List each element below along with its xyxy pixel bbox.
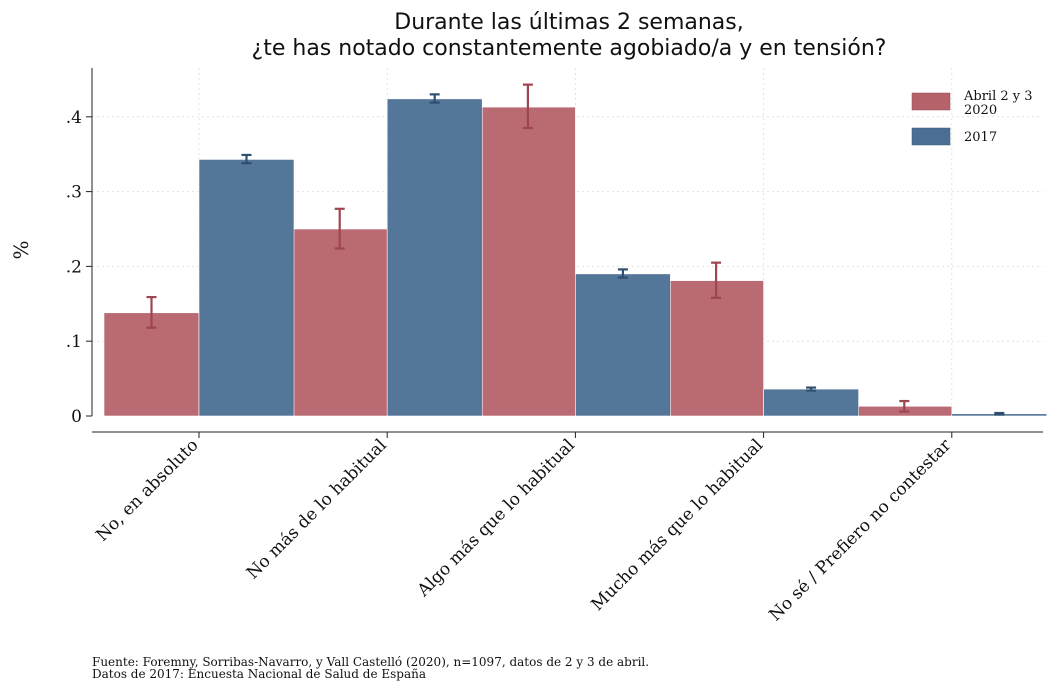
bar-series-0-cat-3 — [668, 280, 764, 417]
legend-label-2020-line-2: 2020 — [964, 103, 997, 118]
legend-label-2017: 2017 — [964, 130, 997, 145]
x-tick-label: No más de lo habitual — [243, 435, 391, 583]
bar-series-1-cat-0 — [198, 159, 295, 417]
chart-title-line-1: Durante las últimas 2 semanas, — [394, 10, 744, 35]
bar-series-0-cat-1 — [291, 228, 388, 417]
bar-series-1-cat-2 — [575, 273, 671, 417]
legend-label-2020-line-1: Abril 2 y 3 — [963, 89, 1033, 104]
y-tick-label: .1 — [66, 332, 82, 352]
bar-series-0-cat-2 — [480, 106, 576, 417]
x-tick-label: No, en absoluto — [92, 435, 202, 545]
y-axis-label: % — [9, 240, 33, 259]
y-tick-label: .3 — [66, 183, 82, 203]
bar-series-0-cat-0 — [103, 312, 200, 417]
y-tick-label: .4 — [66, 108, 82, 128]
legend-swatch-2017 — [911, 127, 951, 146]
bars-layer — [103, 83, 1047, 417]
y-tick-label: .2 — [66, 257, 82, 277]
y-tick-label: 0 — [71, 407, 82, 427]
x-tick-label: Algo más que lo habitual — [413, 435, 579, 601]
legend-swatch-2020 — [911, 92, 951, 111]
source-line-1: Fuente: Foremny, Sorribas-Navarro, y Val… — [92, 655, 650, 669]
x-tick-label: No sé / Prefiero no contestar — [765, 435, 956, 626]
x-tick-label: Mucho más que lo habitual — [588, 435, 768, 615]
chart-title-line-2: ¿te has notado constantemente agobiado/a… — [252, 36, 887, 61]
bar-series-1-cat-3 — [763, 388, 859, 417]
legend: Abril 2 y 3 2020 2017 — [911, 89, 1033, 146]
source-line-2: Datos de 2017: Encuesta Nacional de Salu… — [92, 667, 427, 681]
bar-series-1-cat-1 — [386, 98, 483, 417]
